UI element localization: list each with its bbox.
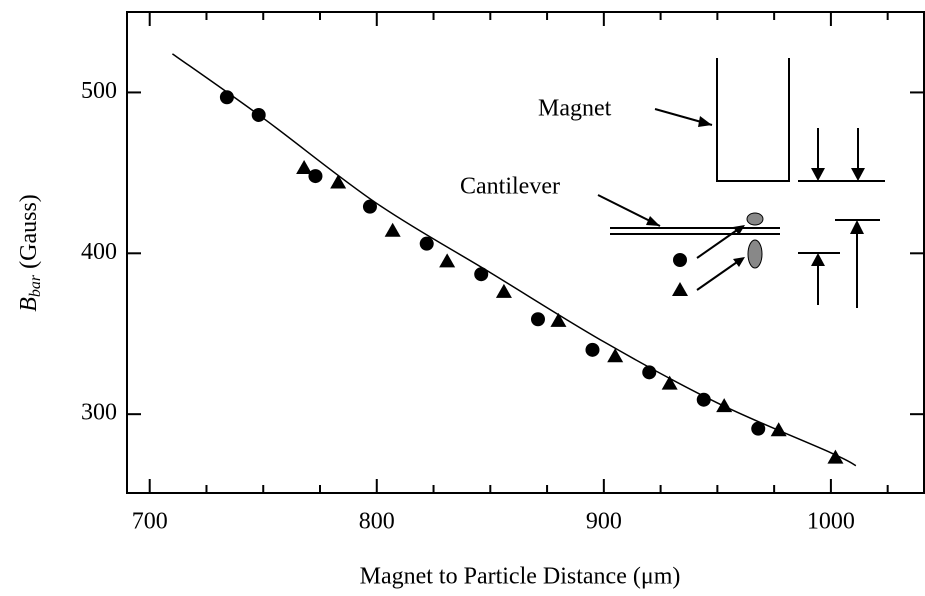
data-point <box>607 348 624 363</box>
data-point <box>751 421 766 436</box>
arrowhead <box>811 253 825 266</box>
magnet-shape <box>716 58 790 182</box>
inset-fills <box>646 116 865 296</box>
x-tick-label: 900 <box>586 509 622 535</box>
arrowhead <box>850 220 864 234</box>
particle <box>747 239 763 269</box>
x-axis-label: Magnet to Particle Distance (μm) <box>360 564 681 590</box>
x-tick-label: 700 <box>132 509 168 535</box>
data-point <box>495 283 512 298</box>
data-point <box>550 312 567 327</box>
y-label-sub: bar <box>27 274 44 297</box>
data-point <box>696 392 711 407</box>
y-label-main: B <box>16 297 42 312</box>
inset <box>597 58 885 308</box>
data-point <box>716 398 733 413</box>
y-tick-label: 300 <box>81 400 117 426</box>
y-tick-label: 400 <box>81 239 117 265</box>
data-point <box>827 449 844 464</box>
y-label-unit: (Gauss) <box>16 194 42 269</box>
x-tick-label: 800 <box>359 509 395 535</box>
data-point <box>362 199 377 214</box>
data-point <box>439 253 456 268</box>
annotation: Cantilever <box>460 174 560 200</box>
data-point <box>384 222 401 237</box>
annotation: Magnet <box>538 96 612 122</box>
arrowhead <box>733 257 745 267</box>
data-point <box>419 236 434 251</box>
data-point <box>296 160 313 175</box>
data-point <box>585 342 600 357</box>
arrowhead <box>646 216 660 226</box>
legend-circle <box>673 253 687 267</box>
arrow <box>696 259 741 291</box>
arrowhead <box>851 168 865 181</box>
arrowhead <box>811 168 825 181</box>
data-point <box>770 422 787 437</box>
data-point <box>330 174 347 189</box>
y-tick-label: 500 <box>81 78 117 104</box>
data-point <box>530 312 545 327</box>
legend-triangle <box>672 282 688 296</box>
particle <box>746 212 764 226</box>
data-point <box>661 375 678 390</box>
y-axis-label: Bbar (Gauss) <box>16 194 44 312</box>
arrowhead <box>733 225 745 235</box>
fit-curve <box>171 53 857 467</box>
arrowhead <box>698 116 712 127</box>
x-tick-label: 1000 <box>807 509 855 535</box>
data-point <box>474 267 489 282</box>
data-point <box>308 169 323 184</box>
arrow <box>696 227 741 259</box>
